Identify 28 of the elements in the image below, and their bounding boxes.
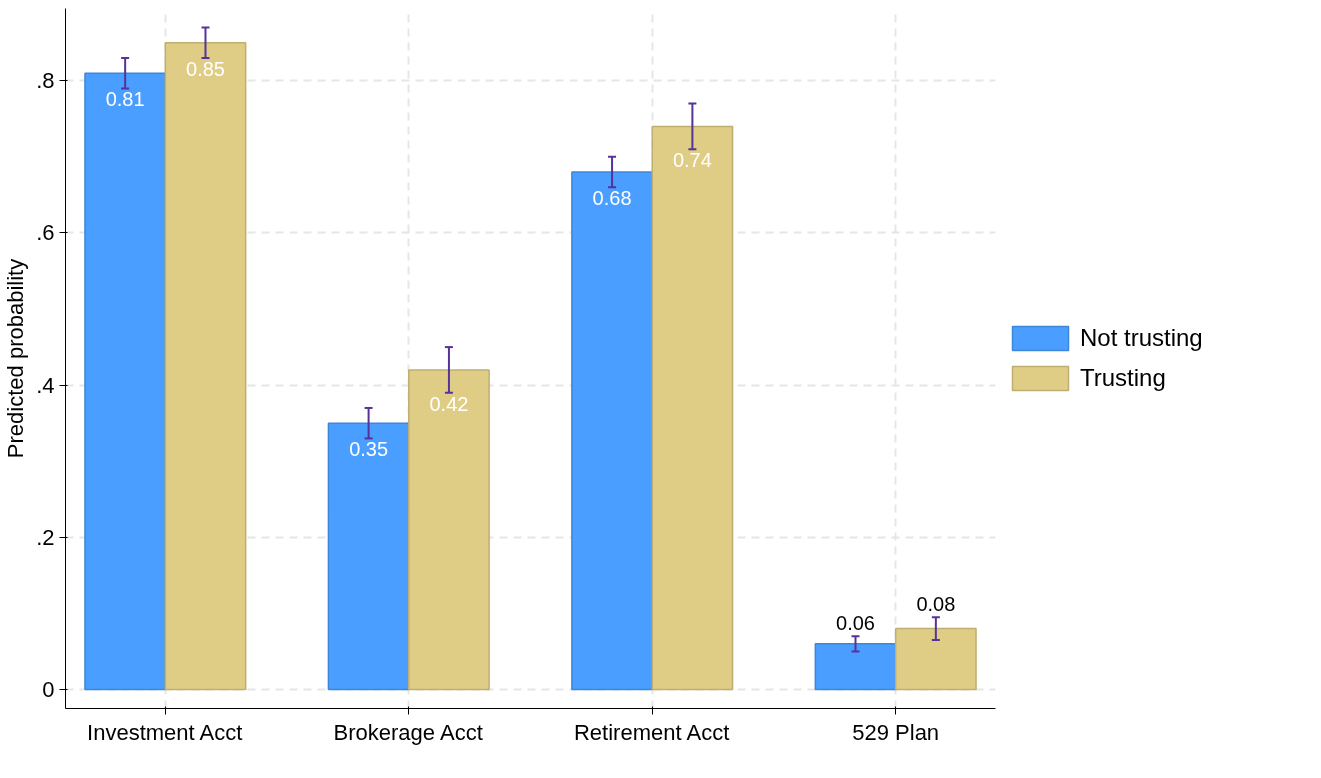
y-tick-label: .6 (36, 220, 55, 246)
bar (814, 643, 897, 691)
x-tick-label: Retirement Acct (573, 719, 730, 745)
data-label: 0.85 (186, 57, 225, 80)
data-label: 0.81 (105, 88, 145, 111)
bar (651, 125, 734, 691)
bar (84, 72, 167, 691)
legend-label: Trusting (1080, 364, 1166, 392)
data-label: 0.08 (916, 593, 956, 616)
data-label: 0.06 (836, 612, 875, 635)
data-label: 0.42 (429, 392, 469, 415)
y-tick-label: .2 (36, 524, 55, 550)
legend-label: Not trusting (1080, 324, 1203, 352)
data-label: 0.74 (672, 149, 712, 172)
x-tick-label: 529 Plan (852, 719, 940, 745)
data-label: 0.68 (592, 187, 632, 210)
bar (327, 422, 410, 691)
y-axis-title: Predicted probability (3, 258, 29, 459)
bar (164, 41, 247, 691)
bar (894, 627, 977, 691)
data-label: 0.35 (349, 438, 389, 461)
x-tick-label: Brokerage Acct (333, 719, 483, 745)
x-tick-label: Investment Acct (87, 719, 243, 745)
y-tick-label: .8 (36, 68, 55, 94)
y-tick-label: .4 (36, 372, 55, 398)
bar (408, 369, 490, 691)
y-tick-label: 0 (42, 676, 55, 702)
bar (571, 171, 653, 691)
